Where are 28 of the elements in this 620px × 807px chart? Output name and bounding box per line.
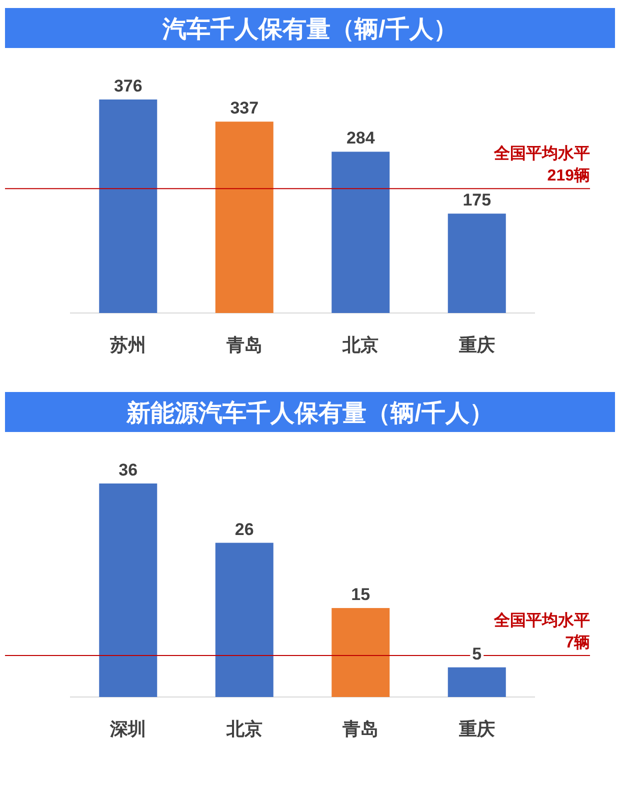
- ref-line-label: 全国平均水平 219辆: [493, 144, 590, 185]
- x-tick-label: 苏州: [109, 335, 146, 355]
- data-label: 26: [234, 520, 254, 539]
- x-tick-label: 重庆: [458, 335, 495, 355]
- bar: [332, 608, 390, 697]
- bar: [448, 214, 506, 313]
- data-label: 5: [472, 644, 482, 664]
- bar: [99, 99, 158, 313]
- bar: [448, 667, 506, 697]
- data-label: 175: [462, 190, 492, 210]
- data-label: 15: [351, 585, 370, 604]
- x-tick-label: 青岛: [225, 335, 262, 355]
- bar: [215, 542, 274, 697]
- bar: [215, 122, 274, 313]
- data-label: 376: [114, 76, 142, 96]
- chart-title: 新能源汽车千人保有量（辆/千人）: [126, 400, 494, 427]
- x-tick-label: 青岛: [342, 719, 379, 739]
- data-label: 36: [118, 460, 138, 480]
- x-tick-label: 深圳: [109, 719, 146, 739]
- x-tick-label: 北京: [342, 335, 379, 355]
- data-label: 337: [230, 98, 259, 118]
- data-label: 284: [346, 128, 376, 148]
- chart-title: 汽车千人保有量（辆/千人）: [162, 16, 458, 43]
- x-tick-label: 重庆: [458, 719, 495, 739]
- bar: [99, 483, 158, 697]
- ref-line-label: 全国平均水平 7辆: [493, 611, 590, 652]
- x-tick-label: 北京: [225, 719, 262, 739]
- bar: [332, 152, 390, 313]
